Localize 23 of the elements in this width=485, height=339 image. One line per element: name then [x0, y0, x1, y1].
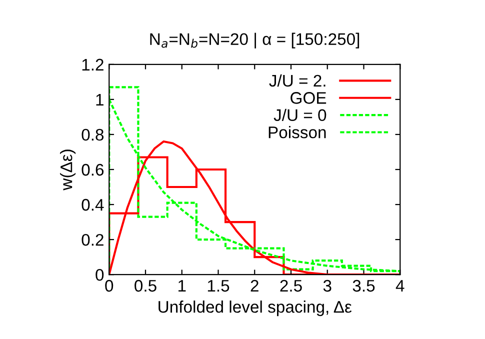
x-tick-label: 1.5 — [208, 280, 230, 292]
x-tick-label: 2 — [250, 280, 258, 292]
y-axis-title: w(Δε) — [60, 150, 76, 190]
legend-label: J/U = 0 — [274, 108, 326, 122]
y-tick-label: 0.4 — [82, 198, 104, 211]
legend-label: Poisson — [268, 126, 326, 138]
legend-label: J/U = 2. — [269, 74, 326, 87]
x-tick-label: 0.5 — [134, 280, 156, 292]
x-tick-label: 3.5 — [352, 280, 375, 292]
y-tick-label: 0.6 — [82, 164, 104, 176]
x-tick-label: 0 — [105, 280, 114, 292]
chart-title: N$_{a}$=N$_{b}$=N=20 | α = [150:250] — [150, 32, 360, 48]
x-axis-title: Unfolded level spacing, Δε — [158, 300, 352, 316]
y-tick-label: 1.2 — [82, 58, 104, 70]
y-tick-label: 1 — [96, 94, 104, 106]
x-tick-label: 3 — [323, 280, 332, 292]
x-tick-label: 4 — [396, 280, 404, 292]
y-tick-label: 0.2 — [82, 234, 104, 246]
y-tick-label: 0.8 — [82, 128, 104, 141]
x-tick-label: 2.5 — [280, 280, 302, 292]
legend-label: GOE — [290, 92, 326, 104]
y-tick-label: 0 — [96, 268, 104, 281]
x-tick-label: 1 — [178, 280, 186, 292]
